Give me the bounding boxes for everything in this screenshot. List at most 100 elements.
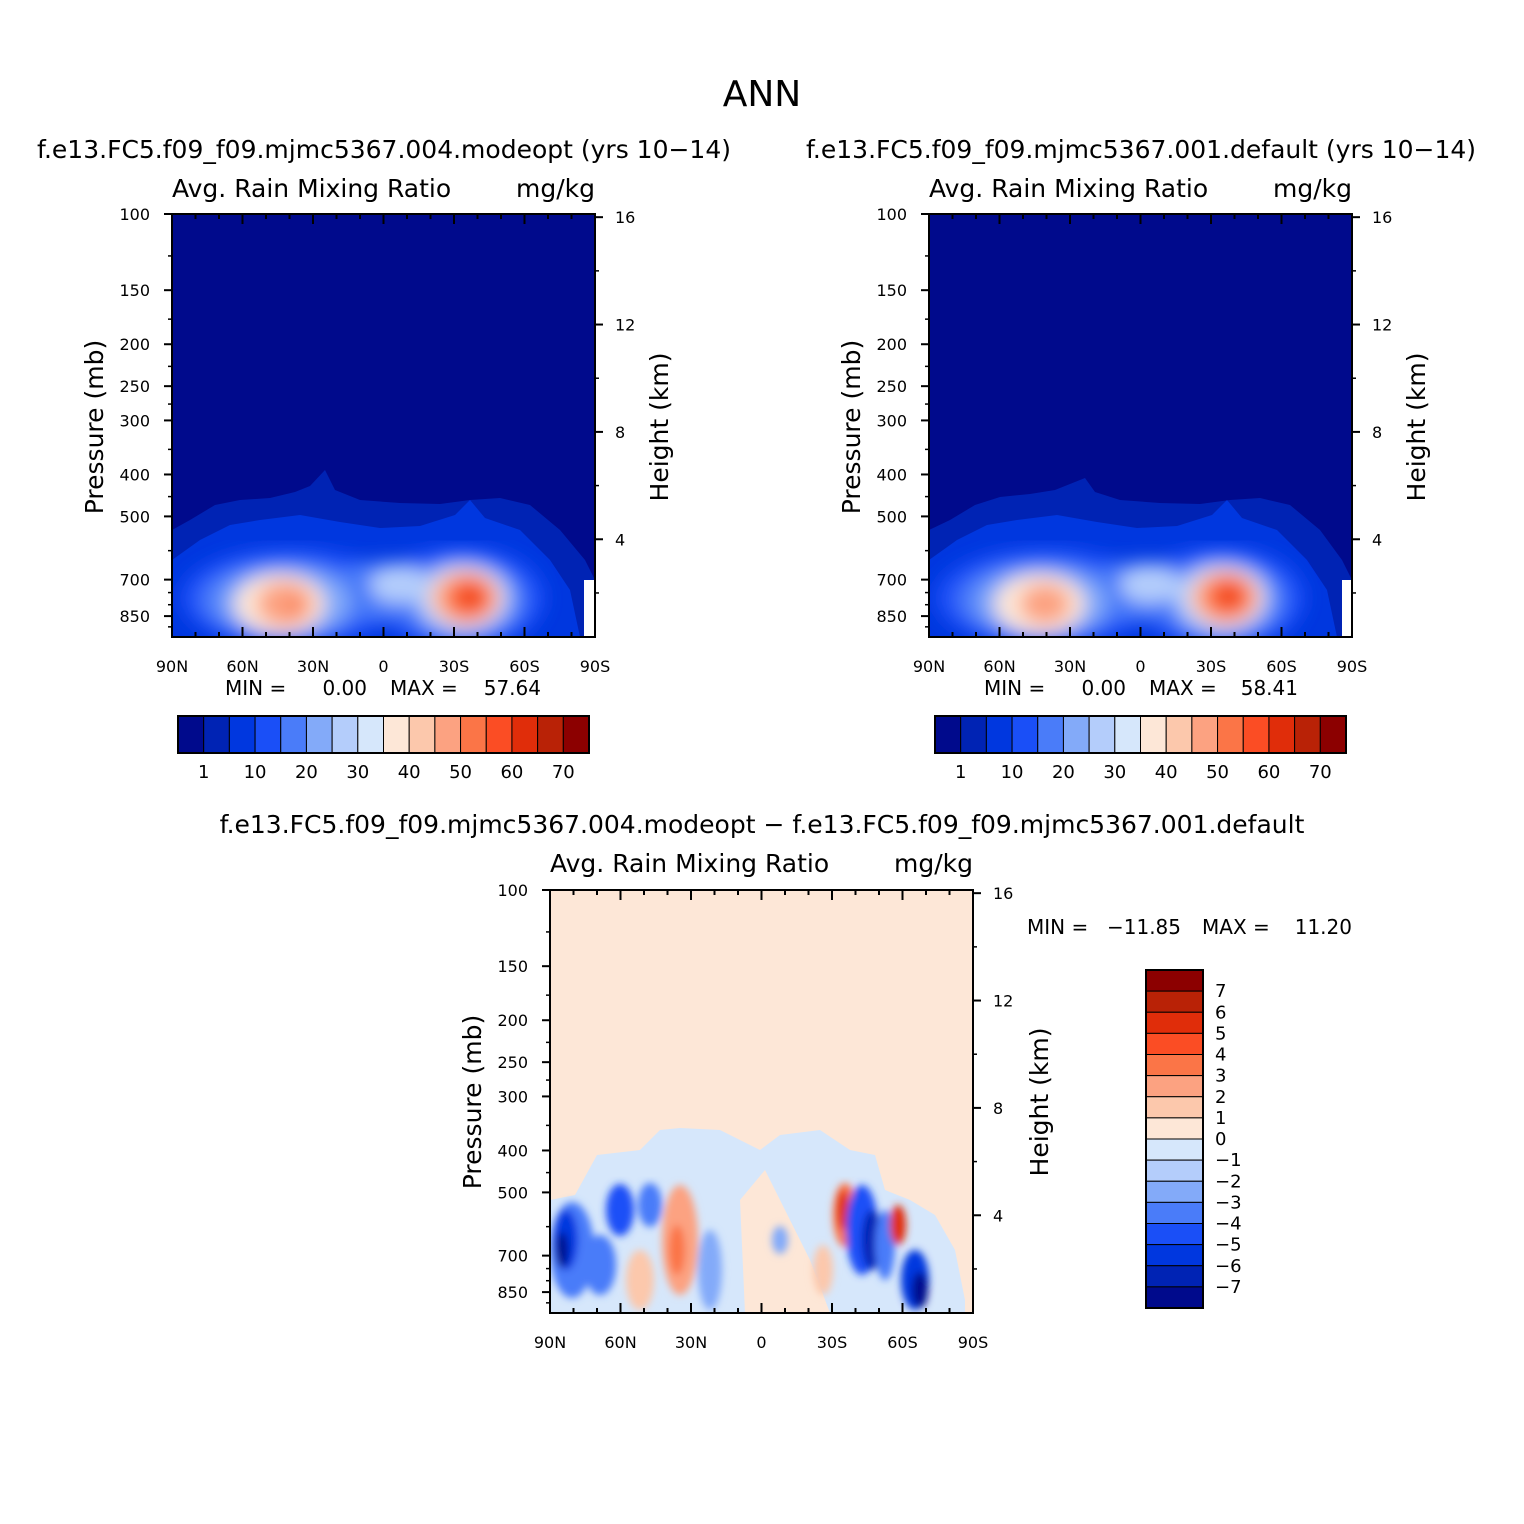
y2-tick-label: 16 (993, 884, 1013, 903)
colorbar-frame (1145, 969, 1204, 1309)
colorbar-box (1145, 1096, 1204, 1119)
colorbar-box (305, 715, 333, 754)
colorbar-box (1242, 715, 1270, 754)
y-axis-title: Pressure (mb) (80, 340, 109, 514)
y-tick-label: 700 (876, 571, 907, 590)
colorbar-box (537, 715, 564, 754)
x-tick-label: 30N (1054, 657, 1086, 676)
colorbar-box (1191, 715, 1219, 754)
colorbar-box (228, 715, 256, 754)
x-tick-label: 60S (509, 657, 540, 676)
y-tick-label: 200 (497, 1011, 528, 1030)
colorbar-label: 30 (346, 762, 369, 783)
y2-tick-label: 8 (615, 423, 625, 442)
colorbar-label: 6 (1215, 1002, 1226, 1023)
colorbar-box (985, 715, 1013, 754)
colorbar-label: 60 (500, 762, 523, 783)
y-tick-label: 300 (497, 1087, 528, 1106)
x-tick-label: 0 (756, 1333, 766, 1352)
axes: 90N 60N 30N 0 30S 60S 90S 100 150 200 250 300 400 500… (119, 205, 635, 676)
colorbar-box (1165, 715, 1193, 754)
colorbar-box (1319, 715, 1347, 754)
colorbar-label: 2 (1215, 1087, 1226, 1108)
colorbar-label: 20 (295, 762, 318, 783)
colorbar-box (254, 715, 282, 754)
y-tick-label: 700 (119, 571, 150, 590)
field-plot (929, 214, 1352, 637)
y2-tick-label: 4 (1372, 530, 1382, 549)
x-tick-label: 30N (297, 657, 329, 676)
colorbar-box (383, 715, 410, 754)
field-plot (172, 214, 595, 637)
colorbar-box (1145, 990, 1204, 1013)
colorbar-label: 1 (1215, 1108, 1226, 1129)
field-blobs (180, 546, 545, 637)
units-label: mg/kg (894, 849, 973, 878)
colorbar-box (1145, 1223, 1204, 1246)
variable-label: Avg. Rain Mixing Ratio (550, 849, 829, 878)
y-tick-label: 200 (876, 335, 907, 354)
missing-data (1342, 580, 1352, 637)
colorbar-label: 50 (449, 762, 472, 783)
max-value: 11.20 (1295, 915, 1352, 939)
panel-title: f.e13.FC5.f09_f09.mjmc5367.004.modeopt (… (37, 135, 731, 164)
x-tick-label: 60S (1266, 657, 1297, 676)
y2-tick-label: 12 (993, 992, 1013, 1011)
colorbar-box (1037, 715, 1064, 754)
x-tick-label: 90S (580, 657, 611, 676)
panel-title: f.e13.FC5.f09_f09.mjmc5367.004.modeopt −… (220, 810, 1305, 839)
panel-title: f.e13.FC5.f09_f09.mjmc5367.001.default (… (806, 135, 1476, 164)
colorbar-label: 40 (398, 762, 421, 783)
y-tick-label: 850 (119, 607, 150, 626)
x-tick-label: 90N (156, 657, 188, 676)
colorbar-box (1145, 1159, 1204, 1182)
units-label: mg/kg (516, 174, 595, 203)
colorbar-box (1145, 1032, 1204, 1055)
y-tick-label: 150 (119, 281, 150, 300)
colorbar-box (1145, 1201, 1204, 1224)
x-tick-label: 90N (913, 657, 945, 676)
colorbar: 1 10 20 30 40 50 60 70 (177, 715, 590, 783)
colorbar-label: 1 (198, 762, 209, 783)
y-tick-label: 100 (876, 205, 907, 224)
colorbar-box (331, 715, 359, 754)
colorbar-label: 0 (1215, 1129, 1226, 1150)
colorbar-label: −3 (1215, 1192, 1242, 1213)
y-tick-label: 400 (119, 465, 150, 484)
colorbar-label: 7 (1215, 981, 1226, 1002)
colorbar-box (203, 715, 230, 754)
max-label: MAX = (390, 676, 458, 700)
y-tick-label: 850 (497, 1283, 528, 1302)
y-tick-label: 700 (497, 1247, 528, 1266)
colorbar-label: 5 (1215, 1023, 1226, 1044)
colorbar-label: 30 (1103, 762, 1126, 783)
y-tick-label: 150 (876, 281, 907, 300)
min-value: 0.00 (1081, 676, 1126, 700)
units-label: mg/kg (1273, 174, 1352, 203)
colorbar-box (1145, 1286, 1204, 1309)
axes: 90N 60N 30N 0 30S 60S 90S 100 150 200 250 300 400 500… (876, 205, 1392, 676)
colorbar-box (1145, 1180, 1204, 1203)
min-label: MIN = (1027, 915, 1088, 939)
y-tick-label: 850 (876, 607, 907, 626)
y-tick-label: 500 (119, 507, 150, 526)
colorbar-box (1088, 715, 1116, 754)
y-axis-title: Pressure (mb) (458, 1015, 487, 1189)
colorbar-box (357, 715, 384, 754)
colorbar-box (511, 715, 539, 754)
colorbar-box (280, 715, 307, 754)
colorbar-frame (934, 715, 1347, 754)
colorbar-label: 10 (1001, 762, 1024, 783)
x-tick-label: 30S (1196, 657, 1227, 676)
colorbar-box (1145, 1011, 1204, 1034)
y2-tick-label: 12 (615, 316, 635, 335)
colorbar-label: −2 (1215, 1171, 1242, 1192)
y-tick-label: 150 (497, 957, 528, 976)
colorbar-box (1145, 1244, 1204, 1267)
field-plot (550, 890, 973, 1313)
colorbar-box (1114, 715, 1141, 754)
y2-tick-label: 8 (993, 1099, 1003, 1118)
colorbar-label: −1 (1215, 1150, 1242, 1171)
y2-tick-label: 4 (993, 1206, 1003, 1225)
